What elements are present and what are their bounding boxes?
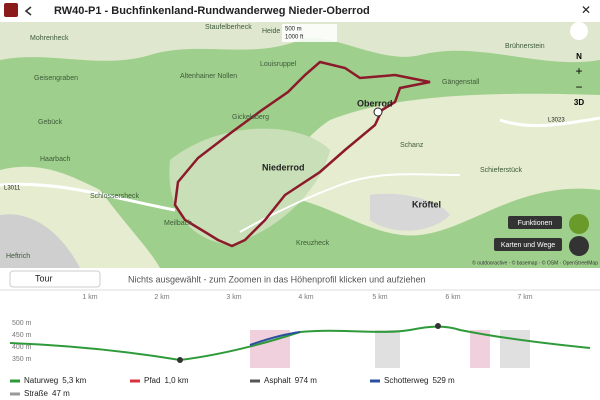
maps-button[interactable] (494, 238, 562, 251)
y-label: 350 m (12, 356, 32, 363)
legend-name: Straße (24, 389, 49, 398)
map-label: Kröftel (412, 199, 441, 209)
map[interactable] (0, 22, 600, 268)
x-label: 3 km (226, 294, 241, 301)
legend-name: Asphalt (264, 376, 291, 385)
attribution: © outdooractive · © basemap · © OSM · Op… (472, 259, 598, 266)
map-label: Kreuzheck (296, 240, 330, 247)
tour-dropdown[interactable] (9, 270, 101, 288)
y-label: 400 m (12, 344, 32, 351)
map-label: Meilbach (164, 220, 192, 227)
legend: Naturweg 5,3 km Pfad 1,0 km Asphalt 974 m Scho… (10, 376, 455, 398)
map-label: Staufelberheck (205, 24, 252, 31)
close[interactable]: ✕ (581, 3, 591, 17)
map-label: Haarbach (40, 156, 70, 163)
map-label: Oberrod (357, 98, 393, 108)
button-label: Funktionen (518, 220, 553, 227)
legend-name: Pfad (144, 376, 160, 385)
map-label: Gebück (38, 119, 63, 126)
layers-button[interactable] (570, 22, 588, 40)
map-label: Geisengraben (34, 75, 78, 82)
map-label: Niederrod (262, 162, 305, 172)
map-label: Schlossersheck (90, 193, 140, 200)
functions-button[interactable] (508, 216, 562, 229)
layer-button[interactable] (569, 236, 589, 256)
start-marker[interactable] (373, 107, 383, 117)
road-label: L3023 (548, 118, 565, 124)
map-label: Louisruppel (260, 61, 297, 68)
x-label: 6 km (445, 294, 460, 301)
back[interactable] (24, 6, 32, 16)
map-label: Heftrich (6, 253, 30, 260)
zoom-out[interactable]: − (575, 80, 582, 94)
zoom-in[interactable]: + (575, 64, 582, 78)
scale-label: 1000 ft (285, 35, 304, 41)
message: Nichts ausgewählt - zum Zoomen in das Hö… (128, 274, 426, 284)
header (0, 0, 600, 22)
scale: 500 m 1000 ft (282, 24, 337, 42)
legend-amount: 5,3 km (62, 376, 86, 385)
map-label: Gickelsberg (232, 114, 269, 121)
legend-amount: 47 m (52, 389, 70, 398)
legend-amount: 974 m (295, 376, 318, 385)
map-label: Brühnerstein (505, 43, 545, 50)
x-label: 2 km (154, 294, 169, 301)
y-label: 500 m (12, 320, 32, 327)
x-label: 1 km (82, 294, 97, 301)
x-label: 5 km (372, 294, 387, 301)
logo (4, 3, 18, 17)
x-label: 4 km (298, 294, 313, 301)
map-label: Mohrenheck (30, 35, 69, 42)
button-label: Karten und Wege (501, 242, 555, 249)
map-labels: Mohrenheck Geisengraben Gebück Haarbach … (4, 24, 565, 260)
map-label: Gängenstall (442, 79, 480, 86)
north-button[interactable]: N (576, 52, 582, 61)
route[interactable] (173, 60, 431, 248)
elevation-profile[interactable] (9, 323, 591, 368)
title: RW40-P1 - Buchfinkenland-Rundwanderweg N… (54, 5, 370, 17)
map-label: Altenhainer Nollen (180, 73, 237, 80)
tour-label: Tour (35, 273, 53, 283)
map-label: Heide (262, 28, 280, 35)
scale-label: 500 m (285, 27, 302, 33)
x-label: 7 km (517, 294, 532, 301)
map-label: Schieferstück (480, 167, 523, 174)
more-button[interactable] (569, 214, 589, 234)
road-label: L3011 (4, 186, 21, 192)
legend-amount: 529 m (432, 376, 455, 385)
profile-axis: 1 km 2 km 3 km 4 km 5 km 6 km 7 km 500 m… (12, 294, 533, 363)
y-label: 450 m (12, 332, 32, 339)
legend-name: Schotterweg (384, 376, 428, 385)
legend-amount: 1,0 km (164, 376, 188, 385)
map-controls: N + − 3D Funktionen Karten und Wege © ou… (472, 22, 598, 266)
map-label: Schanz (400, 142, 424, 149)
3d-button[interactable]: 3D (574, 98, 584, 107)
legend-name: Naturweg (24, 376, 58, 385)
